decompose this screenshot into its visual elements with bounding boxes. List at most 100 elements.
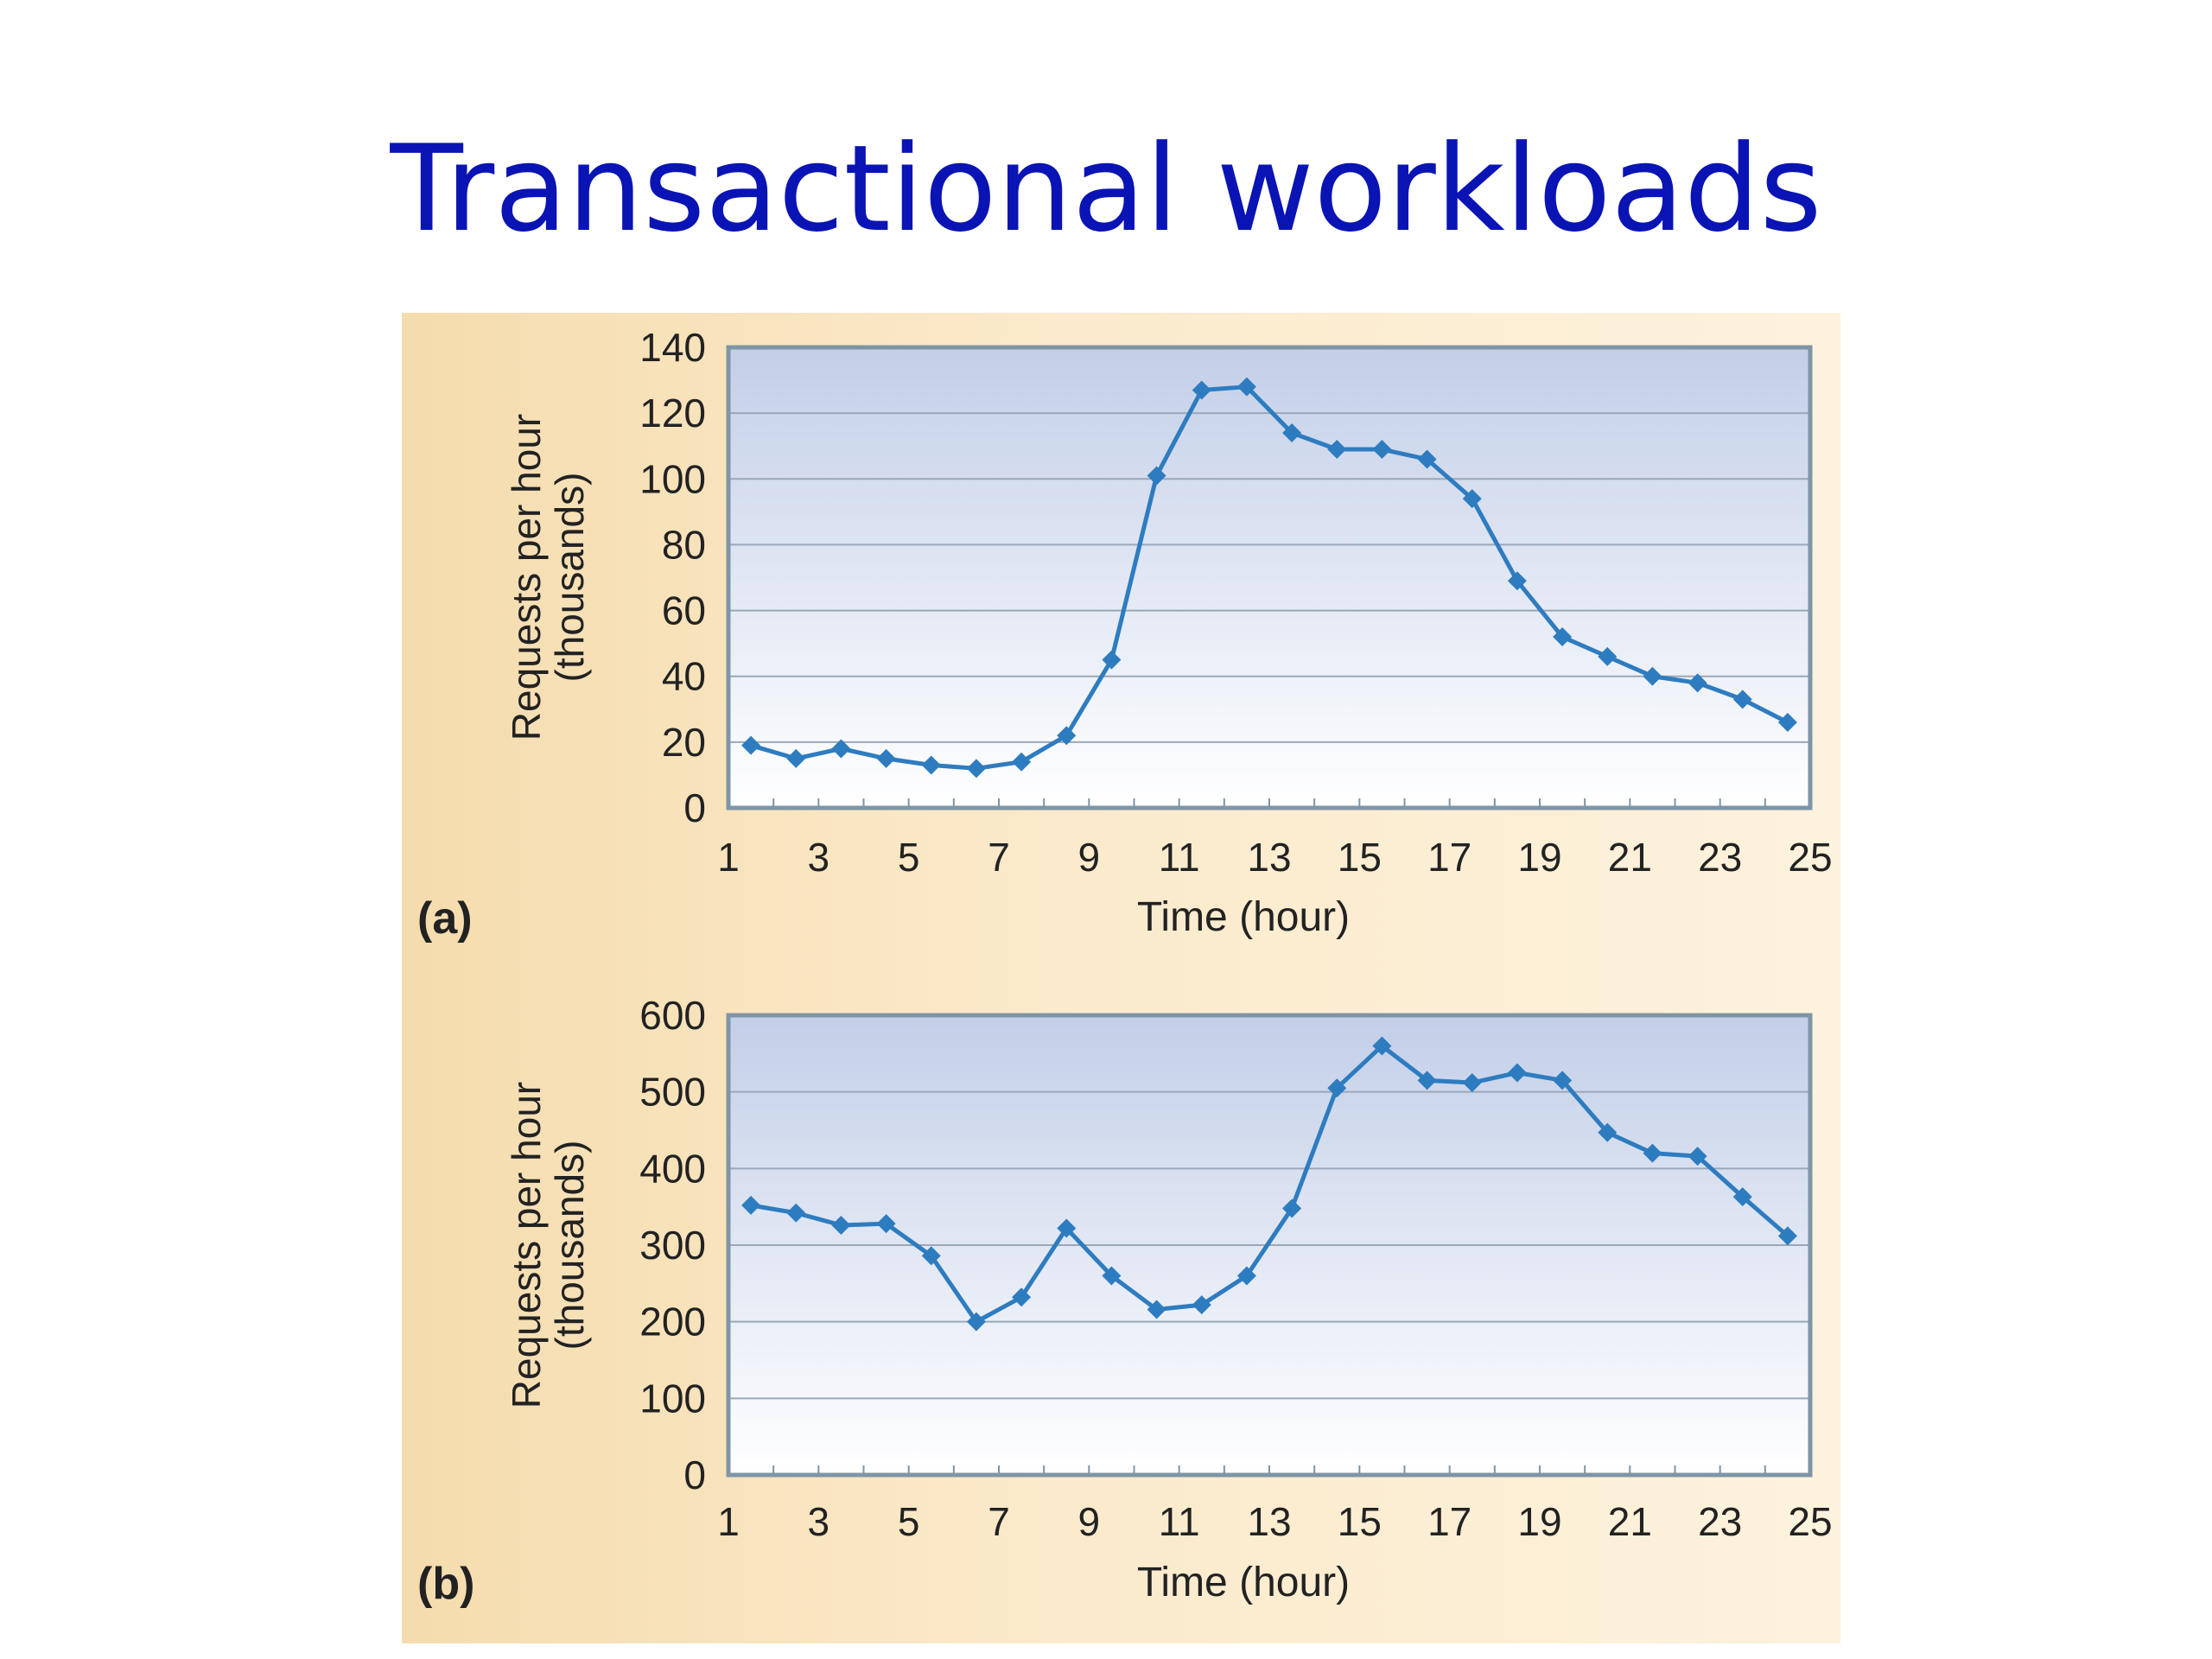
data-point xyxy=(921,1246,941,1266)
data-point xyxy=(876,1214,896,1234)
data-point xyxy=(921,755,941,775)
y-axis-label: Requests per hour(thousands) xyxy=(504,414,592,741)
data-point xyxy=(966,759,986,779)
plot-area xyxy=(728,347,1810,808)
data-point xyxy=(1462,1073,1482,1093)
data-point xyxy=(1507,571,1527,591)
data-point xyxy=(1777,713,1797,733)
data-point xyxy=(1147,1300,1166,1319)
data-point xyxy=(1372,1036,1392,1056)
data-point xyxy=(831,1215,851,1235)
data-point xyxy=(1372,440,1392,460)
y-axis-label: Requests per hour(thousands) xyxy=(504,1082,592,1408)
y-tick-label: 140 xyxy=(639,325,706,370)
y-axis-label-line: (thousands) xyxy=(547,473,592,683)
x-tick-label: 11 xyxy=(1159,1499,1200,1544)
x-tick-label: 25 xyxy=(1788,835,1832,880)
x-tick-label: 3 xyxy=(808,835,830,880)
x-tick-label: 15 xyxy=(1338,835,1382,880)
x-tick-label: 21 xyxy=(1608,1499,1652,1544)
data-point xyxy=(741,735,761,755)
y-tick-label: 80 xyxy=(662,522,706,567)
slide-title: Transactional workloads xyxy=(390,119,1822,258)
data-point xyxy=(1012,1287,1032,1307)
data-point xyxy=(1417,1071,1437,1090)
data-point xyxy=(1643,666,1662,686)
y-tick-label: 200 xyxy=(639,1300,706,1344)
y-tick-label: 120 xyxy=(639,391,706,435)
x-tick-label: 5 xyxy=(898,835,920,880)
x-axis-label: Time (hour) xyxy=(1137,1560,1350,1605)
x-tick-label: 19 xyxy=(1517,1499,1561,1544)
data-point xyxy=(1282,1198,1302,1218)
x-tick-label: 7 xyxy=(988,1499,1010,1544)
y-tick-label: 40 xyxy=(662,654,706,699)
data-point xyxy=(1057,726,1077,746)
x-tick-label: 21 xyxy=(1608,835,1652,880)
x-tick-label: 15 xyxy=(1338,1499,1382,1544)
data-point xyxy=(1192,380,1211,400)
y-tick-label: 400 xyxy=(639,1146,706,1191)
data-point xyxy=(1057,1218,1077,1238)
x-tick-label: 11 xyxy=(1159,835,1200,880)
y-tick-label: 0 xyxy=(683,1452,706,1497)
data-point xyxy=(1102,1266,1122,1286)
x-tick-label: 13 xyxy=(1247,1499,1291,1544)
x-tick-label: 23 xyxy=(1698,835,1742,880)
data-point xyxy=(1507,1063,1527,1083)
data-point xyxy=(1012,752,1032,772)
data-point xyxy=(1598,646,1618,666)
x-tick-label: 25 xyxy=(1788,1499,1832,1544)
data-point xyxy=(1688,673,1707,693)
data-point xyxy=(1732,690,1752,709)
data-point xyxy=(1553,627,1573,647)
data-point xyxy=(1282,423,1302,442)
panel-label: (b) xyxy=(417,1559,474,1609)
panel-label: (a) xyxy=(417,893,473,944)
y-tick-label: 0 xyxy=(683,785,706,830)
x-tick-label: 13 xyxy=(1247,835,1291,880)
y-tick-label: 20 xyxy=(662,720,706,765)
data-point xyxy=(741,1195,761,1215)
y-tick-label: 100 xyxy=(639,1376,706,1421)
data-point xyxy=(1327,440,1347,460)
x-tick-label: 7 xyxy=(988,835,1010,880)
series-line xyxy=(750,1043,1789,1325)
x-tick-label: 9 xyxy=(1078,835,1101,880)
y-tick-label: 60 xyxy=(662,588,706,633)
y-tick-label: 300 xyxy=(639,1223,706,1268)
data-point xyxy=(1102,650,1122,670)
data-point xyxy=(786,748,806,768)
data-point xyxy=(1732,1187,1752,1207)
figure-panel: 0 20 40 60 80 100 120 140 1 3 5 7 9 11 13 15 17 19 21 23 25 T… xyxy=(402,313,1840,1643)
data-point xyxy=(876,748,896,768)
plot-frame xyxy=(726,1013,1813,1478)
x-tick-label: 3 xyxy=(808,1499,830,1544)
data-point xyxy=(1236,1266,1256,1286)
x-tick-label: 23 xyxy=(1698,1499,1742,1544)
plot-frame xyxy=(726,345,1813,810)
x-axis-label: Time (hour) xyxy=(1137,894,1350,940)
x-tick-label: 5 xyxy=(898,1499,920,1544)
data-point xyxy=(786,1203,806,1223)
y-tick-label: 500 xyxy=(639,1070,706,1115)
y-axis-label-line: Requests per hour xyxy=(504,414,549,741)
data-point xyxy=(1643,1143,1662,1163)
x-tick-label: 9 xyxy=(1078,1499,1101,1544)
y-tick-label: 600 xyxy=(639,993,706,1038)
x-tick-label: 1 xyxy=(717,1499,740,1544)
data-point xyxy=(1598,1122,1618,1142)
data-point xyxy=(831,739,851,759)
data-point xyxy=(1462,489,1482,509)
data-point xyxy=(1147,466,1166,486)
data-point xyxy=(1417,449,1437,469)
data-point xyxy=(1777,1226,1797,1246)
x-tick-label: 19 xyxy=(1517,835,1561,880)
y-tick-label: 100 xyxy=(639,456,706,501)
y-axis-label-line: Requests per hour xyxy=(504,1082,549,1408)
x-tick-label: 17 xyxy=(1427,835,1471,880)
data-point xyxy=(1688,1147,1707,1166)
